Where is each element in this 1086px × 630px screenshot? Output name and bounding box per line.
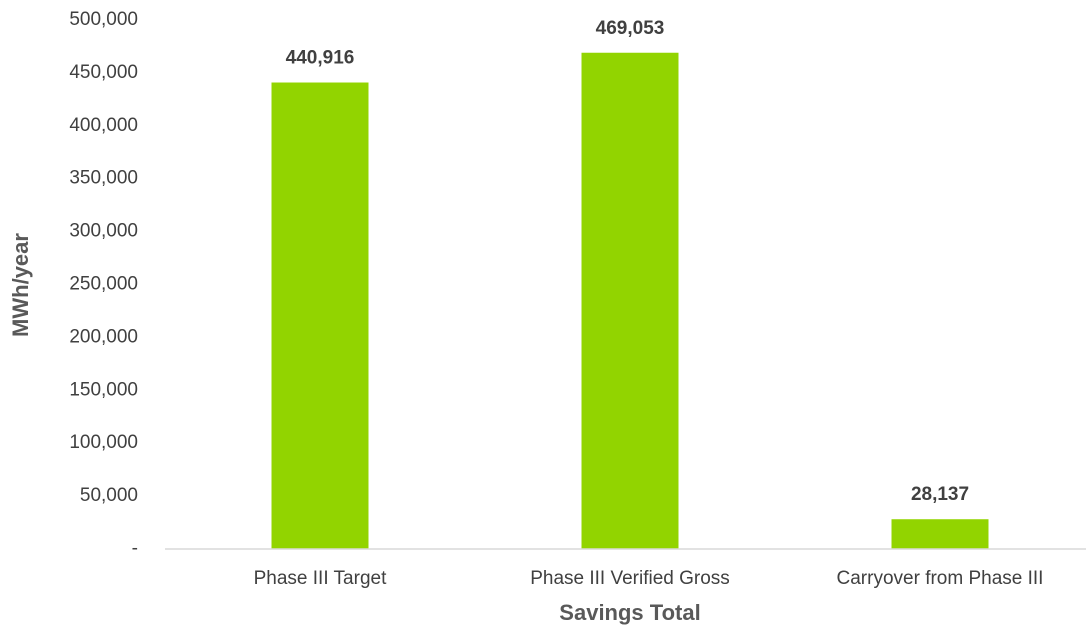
value-label: 440,916 [286,48,355,69]
y-tick-label: - [132,538,138,559]
x-tick-label: Phase III Target [254,568,387,589]
x-tick-label: Phase III Verified Gross [530,568,730,589]
y-tick-label: 350,000 [69,168,138,189]
y-tick-label: 500,000 [69,9,138,30]
y-tick-label: 250,000 [69,274,138,295]
bar [891,519,989,549]
y-axis-label: MWh/year [8,233,33,337]
y-tick-label: 100,000 [69,432,138,453]
y-tick-label: 150,000 [69,379,138,400]
x-tick-label: Carryover from Phase III [837,568,1044,589]
y-tick-label: 300,000 [69,221,138,242]
y-tick-label: 200,000 [69,326,138,347]
y-tick-label: 450,000 [69,62,138,83]
bar [581,52,679,550]
value-label: 469,053 [596,18,665,39]
value-label: 28,137 [911,484,969,505]
y-tick-label: 50,000 [80,485,138,506]
y-tick-label: 400,000 [69,115,138,136]
bar [271,82,369,550]
x-axis-label: Savings Total [559,600,700,625]
